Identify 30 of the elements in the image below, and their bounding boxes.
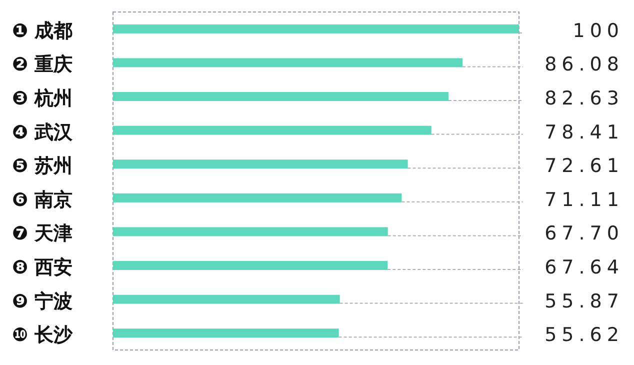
- bar: [113, 227, 388, 236]
- y-tick-label: ❾ 宁波: [12, 290, 73, 312]
- y-tick-label: ❽ 西安: [12, 256, 73, 278]
- y-tick-label: ❹ 武汉: [12, 121, 74, 144]
- bar: [113, 294, 340, 304]
- y-tick-label: ❸ 杭州: [12, 88, 73, 110]
- data-label: 71.11: [544, 188, 624, 211]
- y-tick-label: ❿ 长沙: [12, 324, 74, 346]
- bar: [113, 92, 448, 101]
- y-tick-label: ❺ 苏州: [12, 155, 73, 178]
- data-label: 78.41: [544, 121, 624, 144]
- y-tick-label: ❻ 南京: [12, 188, 73, 211]
- bar: [113, 328, 339, 338]
- data-label: 72.61: [544, 155, 624, 178]
- data-label: 67.70: [544, 222, 624, 245]
- data-label: 100: [572, 20, 624, 42]
- data-label: 67.64: [544, 256, 624, 278]
- y-tick-label: ❷ 重庆: [12, 54, 73, 76]
- bar: [113, 126, 432, 135]
- y-tick-label: ❶ 成都: [12, 20, 73, 42]
- data-label: 86.08: [544, 54, 624, 76]
- y-tick-label: ❼ 天津: [12, 222, 73, 245]
- bar: [113, 261, 388, 270]
- data-label: 55.87: [544, 290, 624, 312]
- bar: [113, 193, 402, 202]
- bar: [113, 24, 519, 34]
- bar: [113, 58, 462, 68]
- bar: [113, 160, 408, 169]
- data-label: 82.63: [544, 88, 624, 110]
- data-label: 55.62: [544, 324, 624, 346]
